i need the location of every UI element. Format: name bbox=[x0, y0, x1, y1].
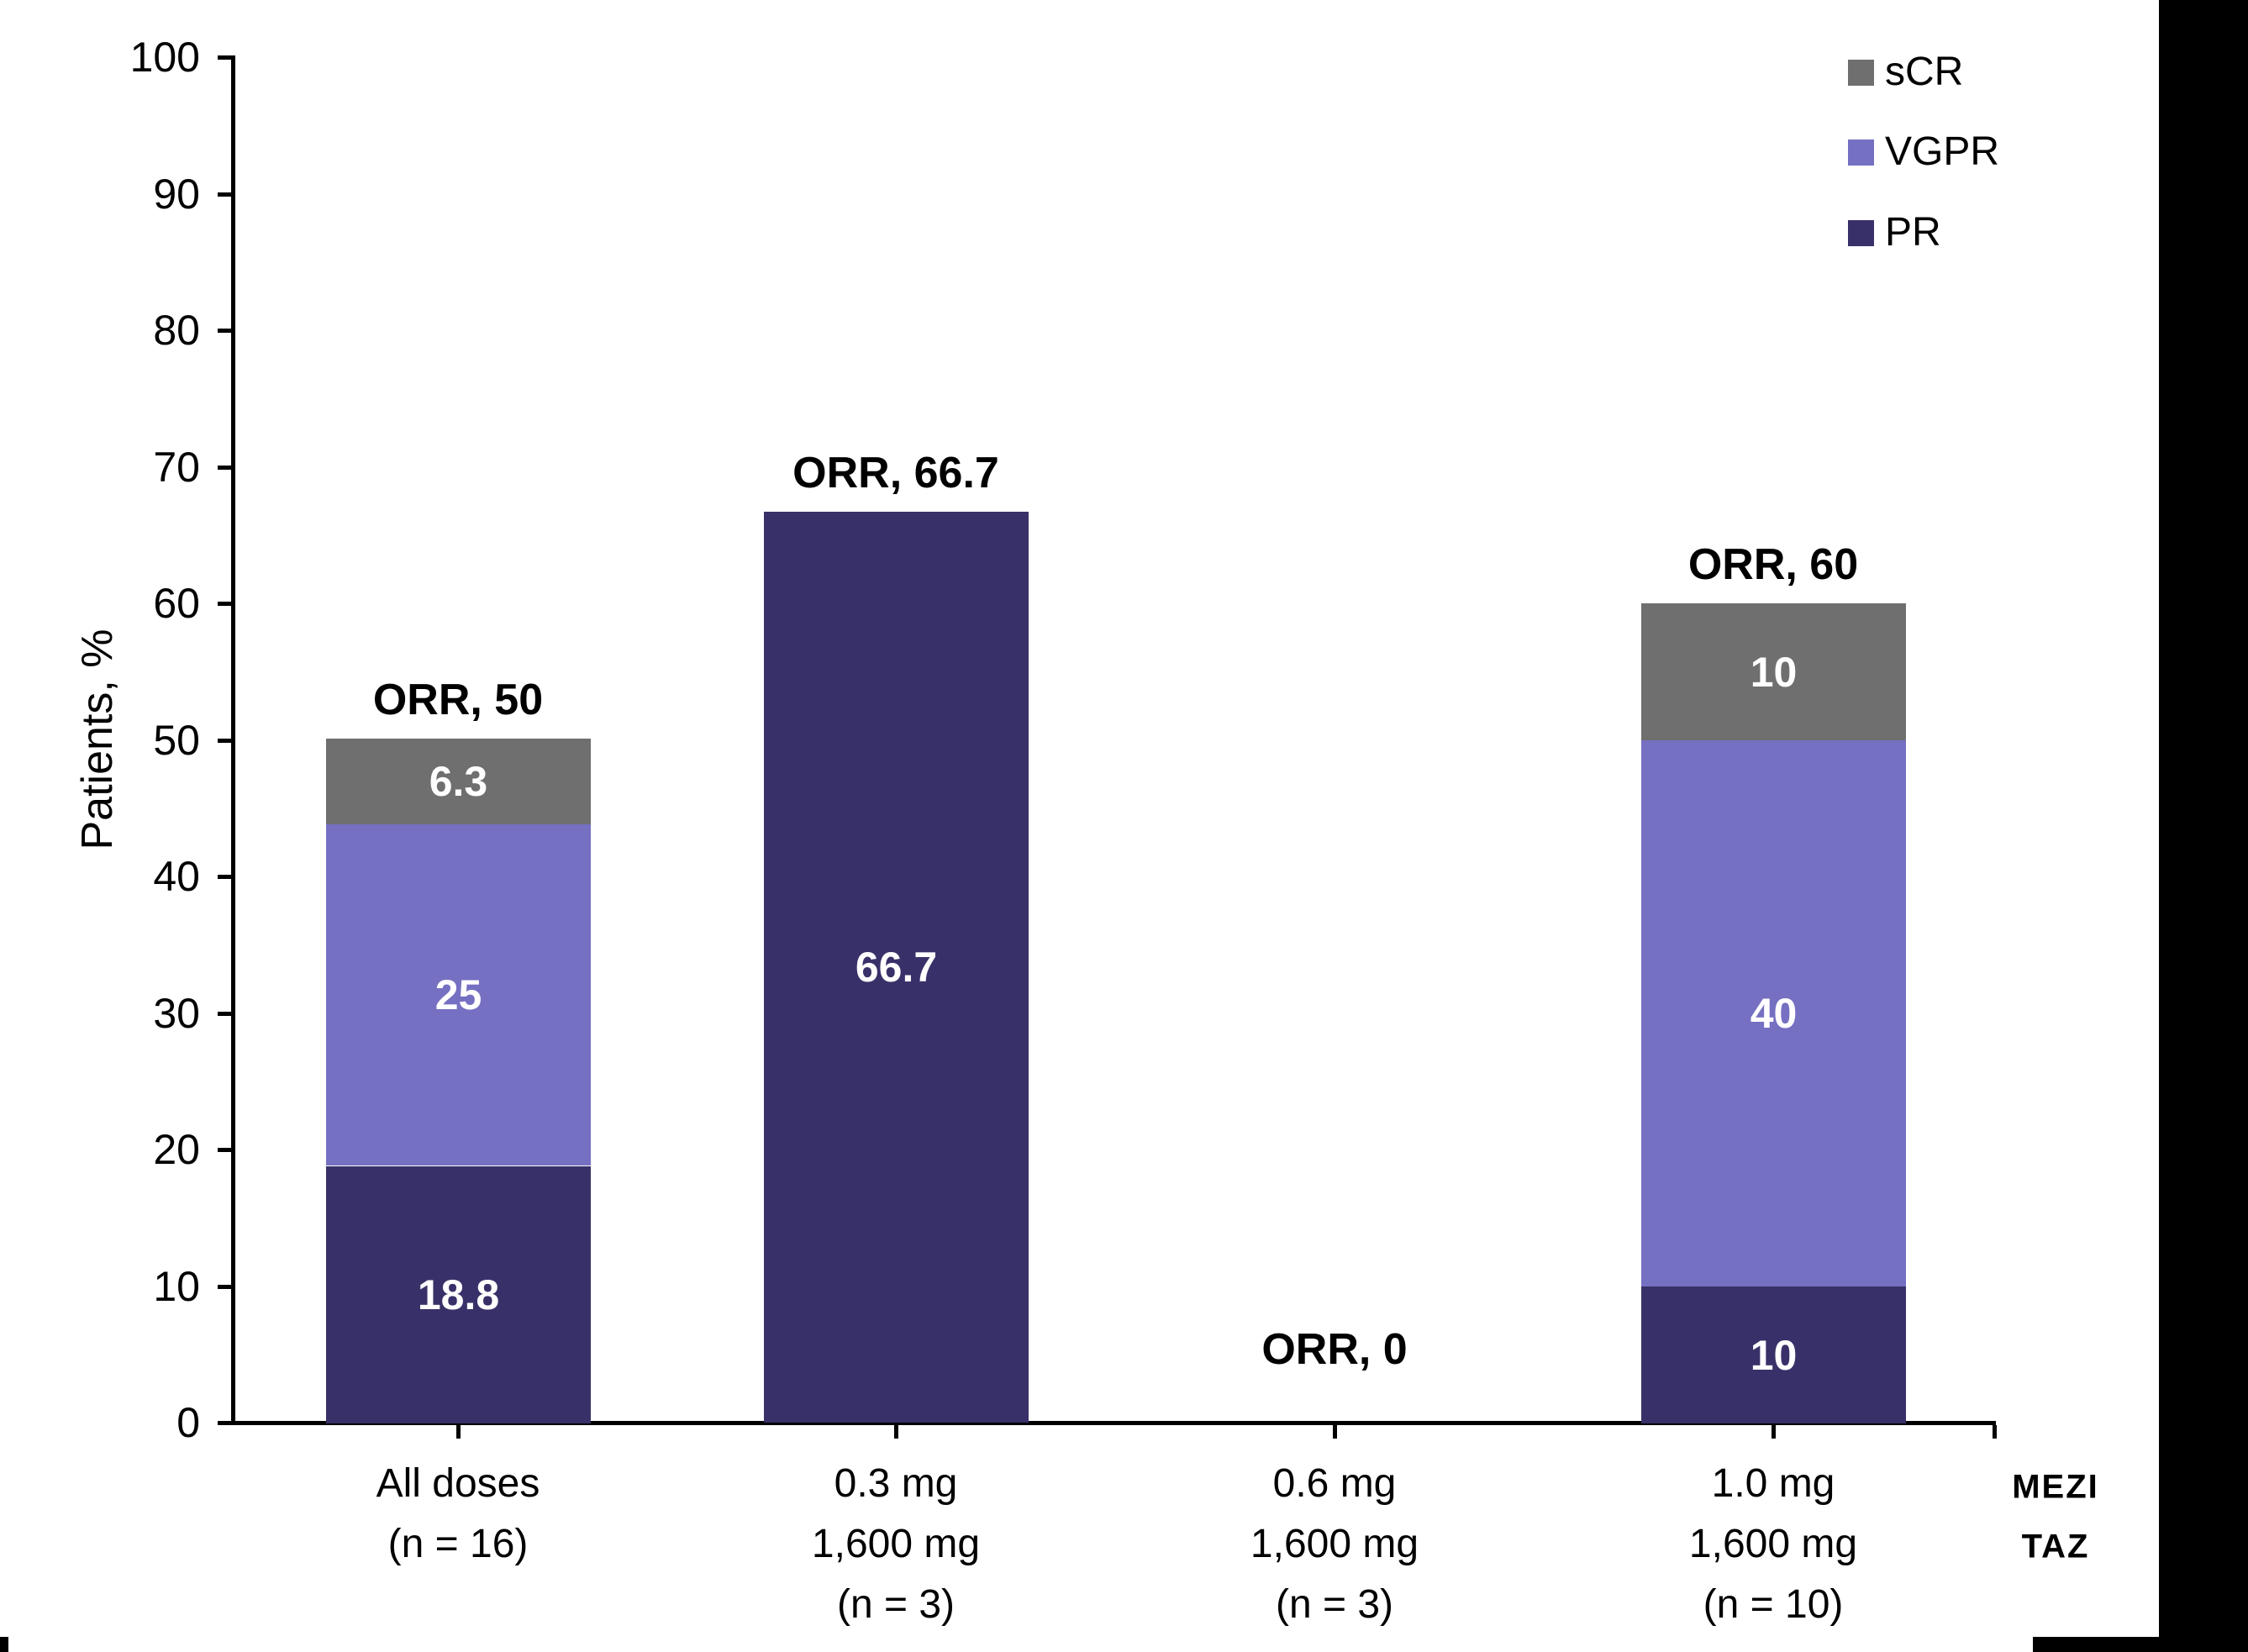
orr-annotation: ORR, 0 bbox=[1261, 1325, 1408, 1374]
segment-value-label: 66.7 bbox=[855, 944, 938, 991]
segment-value-label: 10 bbox=[1750, 1331, 1798, 1379]
y-tick-label: 40 bbox=[153, 853, 200, 900]
y-tick-label: 0 bbox=[176, 1399, 200, 1446]
category-label: 1.0 mg 1,600 mg (n = 10) bbox=[1538, 1454, 2008, 1635]
orr-annotation: ORR, 66.7 bbox=[792, 449, 999, 498]
y-axis-tick bbox=[218, 329, 231, 333]
bar-segment-pr: 66.7 bbox=[764, 512, 1029, 1423]
legend-swatch-pr bbox=[1848, 220, 1874, 246]
bar-segment-vgpr: 40 bbox=[1641, 740, 1906, 1286]
category-label-line: 0.6 mg bbox=[1272, 1461, 1397, 1506]
x-axis-end-tick bbox=[1993, 1425, 1997, 1439]
legend-label: PR bbox=[1885, 210, 1941, 255]
bar-segment-scr: 6.3 bbox=[326, 739, 591, 824]
legend-label: VGPR bbox=[1885, 129, 2000, 174]
category-label-line: 1,600 mg bbox=[1688, 1522, 1858, 1566]
bar-segment-vgpr: 25 bbox=[326, 824, 591, 1165]
y-axis-tick bbox=[218, 466, 231, 470]
orr-annotation: ORR, 50 bbox=[372, 675, 544, 724]
bar-segment-pr: 10 bbox=[1641, 1286, 1906, 1423]
y-axis-tick bbox=[218, 1285, 231, 1289]
x-axis-tick bbox=[1772, 1425, 1776, 1439]
y-axis-tick bbox=[218, 192, 231, 197]
category-label-line: (n = 16) bbox=[387, 1522, 529, 1566]
y-tick-label: 20 bbox=[153, 1126, 200, 1173]
y-axis-tick bbox=[218, 1012, 231, 1016]
y-tick-label: 70 bbox=[153, 444, 200, 491]
category-label: 0.6 mg 1,600 mg (n = 3) bbox=[1099, 1454, 1570, 1635]
y-axis-tick bbox=[218, 1148, 231, 1152]
category-label: 0.3 mg 1,600 mg (n = 3) bbox=[661, 1454, 1131, 1635]
segment-value-label: 25 bbox=[434, 971, 482, 1018]
bottom-left-black-mark bbox=[0, 1637, 8, 1652]
y-tick-label: 90 bbox=[153, 171, 200, 218]
segment-value-label: 10 bbox=[1750, 648, 1798, 696]
x-axis-tick bbox=[1333, 1425, 1337, 1439]
orr-annotation: ORR, 60 bbox=[1687, 540, 1859, 589]
segment-value-label: 18.8 bbox=[417, 1271, 500, 1318]
y-axis-tick bbox=[218, 1421, 231, 1425]
y-tick-label: 50 bbox=[153, 717, 200, 764]
segment-value-label: 6.3 bbox=[429, 758, 488, 805]
category-label-line: 1,600 mg bbox=[811, 1522, 981, 1566]
category-label-line: (n = 10) bbox=[1703, 1582, 1844, 1627]
category-label-line: 1.0 mg bbox=[1711, 1461, 1835, 1506]
category-label-line: (n = 3) bbox=[1275, 1582, 1394, 1627]
bar-segment-pr: 18.8 bbox=[326, 1166, 591, 1423]
y-axis-line bbox=[231, 55, 235, 1425]
bar-segment-scr: 10 bbox=[1641, 603, 1906, 740]
legend-swatch-vgpr bbox=[1848, 139, 1874, 166]
legend-swatch-scr bbox=[1848, 60, 1874, 86]
y-tick-label: 80 bbox=[153, 307, 200, 354]
legend-item-scr: sCR bbox=[1848, 51, 2125, 93]
legend-item-pr: PR bbox=[1848, 212, 2125, 254]
legend-label: sCR bbox=[1885, 50, 1964, 94]
y-axis-tick bbox=[218, 55, 231, 60]
category-label-line: All doses bbox=[376, 1461, 540, 1506]
y-tick-label: 30 bbox=[153, 990, 200, 1037]
y-tick-label: 60 bbox=[153, 580, 200, 627]
side-label-taz: TAZ bbox=[2021, 1528, 2090, 1565]
category-label-line: (n = 3) bbox=[836, 1582, 956, 1627]
x-axis-line bbox=[231, 1421, 1996, 1425]
y-tick-label: 100 bbox=[129, 34, 200, 81]
y-axis-tick bbox=[218, 875, 231, 879]
x-axis-tick bbox=[894, 1425, 898, 1439]
y-tick-label: 10 bbox=[153, 1263, 200, 1310]
category-label: All doses (n = 16) bbox=[223, 1454, 693, 1575]
bottom-right-black-bar bbox=[2033, 1637, 2248, 1652]
y-axis-tick bbox=[218, 602, 231, 606]
y-axis-tick bbox=[218, 739, 231, 743]
category-label-line: 0.3 mg bbox=[834, 1461, 958, 1506]
side-label-mezi: MEZI bbox=[2012, 1468, 2099, 1506]
right-black-bar bbox=[2159, 0, 2248, 1652]
category-label-line: 1,600 mg bbox=[1250, 1522, 1419, 1566]
x-axis-tick bbox=[456, 1425, 461, 1439]
legend-item-vgpr: VGPR bbox=[1848, 131, 2125, 173]
y-axis-title: Patients, % bbox=[73, 629, 122, 850]
segment-value-label: 40 bbox=[1750, 990, 1798, 1037]
